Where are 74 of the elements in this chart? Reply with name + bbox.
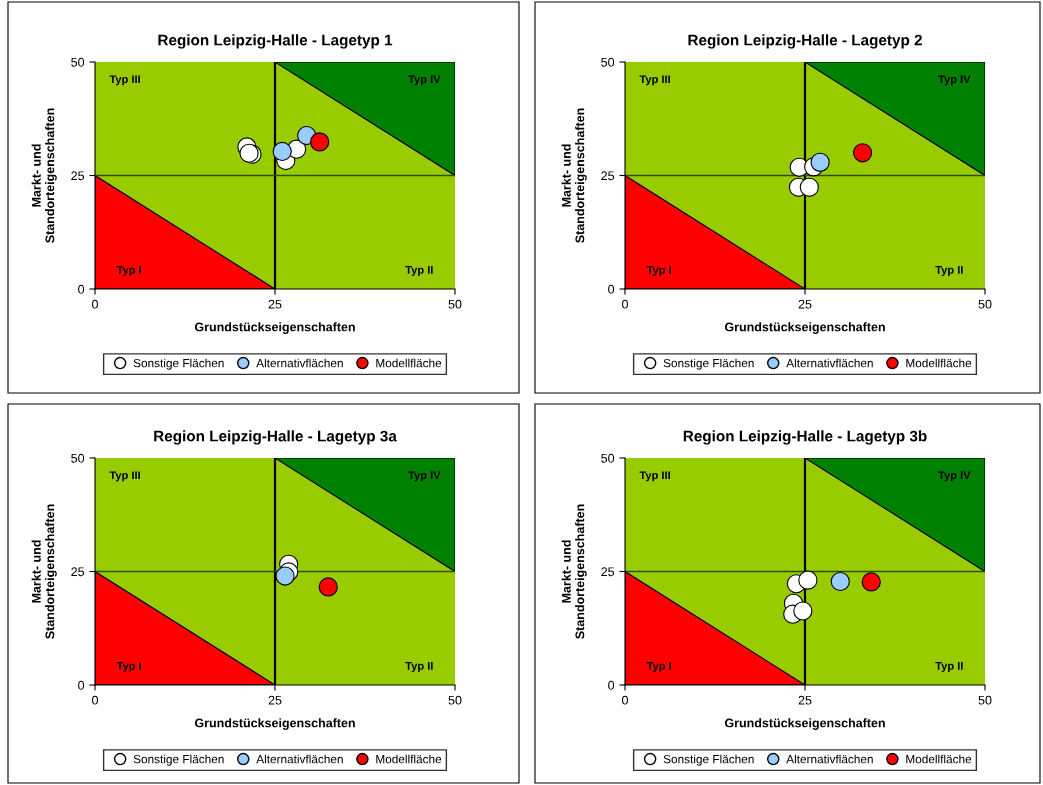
x-tick-label: 50 [978,695,992,705]
y-tick-label: 50 [71,57,85,67]
annotation: Typ III [639,75,670,86]
annotation: Typ I [646,266,671,277]
legend-label: Alternativflächen [256,358,343,368]
chart-title: Region Leipzig-Halle - Lagetyp 2 [688,34,922,49]
chart-title: Region Leipzig-Halle - Lagetyp 1 [158,34,393,49]
y-tick-label: 0 [608,284,615,294]
y-axis-title: Markt- und Standorteigenschaften [31,108,57,243]
annotation: Typ I [116,662,141,673]
legend-label: Modellfläche [906,358,972,368]
legend-label: Modellfläche [906,754,972,764]
y-tick-label: 50 [601,57,615,67]
annotation: Typ III [109,471,140,482]
legend-label: Sonstige Flächen [663,358,754,370]
annotation: Typ I [646,662,671,673]
annotation: Typ IV [408,471,441,482]
x-axis-title: Grundstückseigenschaften [724,718,885,730]
legend-label: Sonstige Flächen [133,358,224,370]
annotation: Typ III [109,75,140,86]
legend-label: Alternativflächen [786,358,873,368]
x-tick-label: 50 [978,299,992,309]
y-tick-label: 50 [601,453,615,463]
legend-label: Sonstige Flächen [133,754,224,766]
chart-title: Region Leipzig-Halle - Lagetyp 3a [154,430,397,445]
y-tick-label: 0 [78,680,85,690]
annotation: Typ II [935,662,963,673]
annotation: Typ IV [408,75,441,86]
point [861,572,881,592]
x-tick-label: 50 [448,299,462,309]
annotation: Typ II [935,266,963,277]
x-tick-label: 0 [622,299,628,309]
annotation: Typ IV [938,75,971,86]
chart-title: Region Leipzig-Halle - Lagetyp 3b [683,430,927,445]
legend-label: Modellfläche [376,754,442,764]
point [798,570,818,590]
y-tick-label: 0 [608,680,615,690]
annotation: Typ III [639,471,670,482]
x-tick-label: 25 [268,299,282,309]
y-tick-label: 50 [71,453,85,463]
point [793,601,813,621]
point [799,177,819,197]
x-tick-label: 50 [448,695,462,705]
legend-label: Alternativflächen [786,754,873,764]
point [318,577,338,597]
legend-label: Sonstige Flächen [663,754,754,766]
x-tick-label: 25 [798,299,812,309]
x-axis-title: Grundstückseigenschaften [194,322,355,334]
point [830,571,850,592]
y-axis-title: Markt- und Standorteigenschaften [561,504,587,639]
x-tick-label: 0 [92,299,98,309]
y-tick-label: 25 [71,567,85,577]
annotation: Typ I [116,266,141,277]
y-axis-title: Markt- und Standorteigenschaften [561,108,587,243]
point [852,143,873,163]
x-tick-label: 0 [92,695,98,705]
x-axis-title: Grundstückseigenschaften [724,322,885,334]
x-tick-label: 0 [622,695,628,705]
legend-label: Modellfläche [376,358,442,368]
legend-label: Alternativflächen [256,754,343,764]
y-tick-label: 25 [71,171,85,181]
x-tick-label: 25 [798,695,812,705]
annotation: Typ II [405,662,433,673]
point [310,132,330,152]
y-axis-title: Markt- und Standorteigenschaften [31,504,57,639]
y-tick-label: 0 [78,284,85,294]
y-tick-label: 25 [601,567,615,577]
y-tick-label: 25 [601,171,615,181]
x-axis-title: Grundstückseigenschaften [194,718,355,730]
annotation: Typ IV [938,471,971,482]
x-tick-label: 25 [268,695,282,705]
point [810,152,830,172]
annotation: Typ II [405,266,433,277]
point [272,141,292,162]
